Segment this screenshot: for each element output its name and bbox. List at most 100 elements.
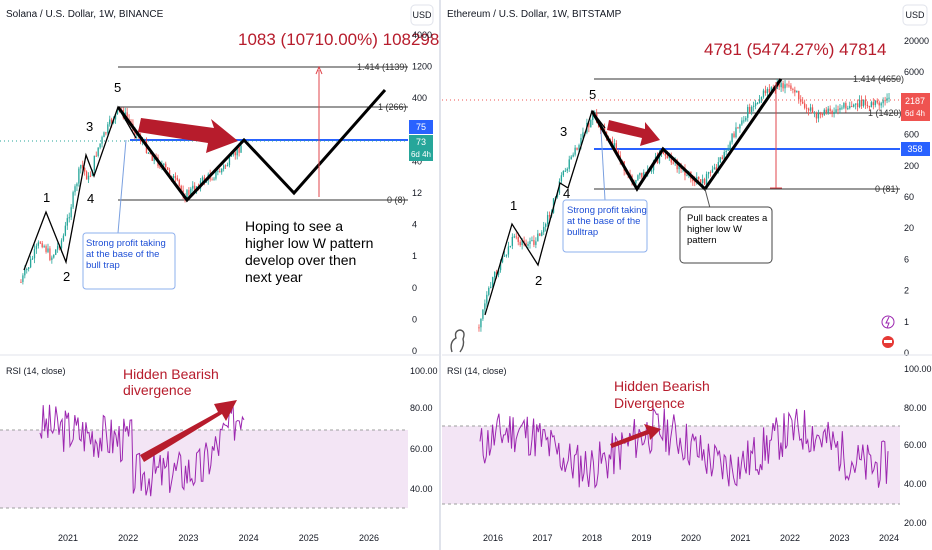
right-wave-1: 1 <box>510 198 517 213</box>
time-tick-label: 2021 <box>58 533 78 543</box>
left-level-tag-text: 75 <box>416 122 426 132</box>
candle <box>582 132 584 138</box>
candle <box>22 275 24 282</box>
candle <box>568 159 570 169</box>
candle <box>105 132 107 134</box>
candle <box>613 143 616 148</box>
candle <box>89 175 92 177</box>
candle <box>64 225 67 236</box>
lightning-icon[interactable] <box>881 315 895 329</box>
candle <box>762 90 765 98</box>
candle <box>847 108 849 110</box>
right-currency-button[interactable] <box>902 4 928 26</box>
right-currency[interactable]: USD <box>905 10 925 20</box>
left-wave-4: 4 <box>87 191 94 206</box>
candle <box>705 174 708 185</box>
candle <box>539 233 541 236</box>
price-tick-label: 20000 <box>904 36 929 46</box>
price-tick-label: 400 <box>412 93 427 103</box>
candle <box>862 99 865 107</box>
candle <box>60 240 63 249</box>
candle <box>535 241 537 245</box>
candle <box>211 179 213 181</box>
candle <box>76 183 78 187</box>
candle <box>672 162 674 164</box>
candle <box>678 164 680 170</box>
candle <box>580 137 582 146</box>
candle <box>837 109 839 111</box>
candle <box>588 122 590 128</box>
candle <box>709 172 712 174</box>
candle <box>511 236 514 246</box>
candle <box>764 90 767 94</box>
candle <box>527 243 529 246</box>
candle <box>813 112 816 114</box>
candle <box>643 172 645 178</box>
candle <box>782 83 784 89</box>
candle <box>603 127 606 132</box>
candle <box>486 294 488 304</box>
candle <box>805 107 808 109</box>
candle <box>525 242 527 246</box>
right-wave-3: 3 <box>560 124 567 139</box>
right-price-tag-value: 2187 <box>905 96 925 106</box>
candle <box>751 106 753 112</box>
candle <box>513 236 515 238</box>
candle <box>699 179 702 183</box>
candle <box>26 268 28 270</box>
candle <box>676 160 678 170</box>
candle <box>134 130 136 136</box>
candle <box>798 90 800 100</box>
time-tick-label: 2022 <box>780 533 800 543</box>
candle <box>635 180 637 184</box>
candle <box>578 145 580 150</box>
left-currency[interactable]: USD <box>412 10 432 20</box>
candle <box>228 156 231 166</box>
candle <box>827 108 829 113</box>
candle <box>159 166 161 168</box>
left-red-arrow <box>138 118 238 153</box>
candle <box>521 240 523 246</box>
price-tick-label: 6000 <box>904 67 924 77</box>
candle <box>786 84 788 86</box>
candle <box>711 169 714 173</box>
right-price-tag <box>901 93 930 121</box>
left-rsi-tick-40: 40.00 <box>410 484 433 494</box>
candle <box>811 107 814 114</box>
candle <box>55 249 57 255</box>
time-tick-label: 2016 <box>483 533 503 543</box>
candle <box>103 132 105 138</box>
candle <box>101 137 103 144</box>
candle <box>224 165 227 167</box>
candle <box>796 90 798 93</box>
candle <box>878 102 880 106</box>
candle <box>882 100 884 104</box>
candle <box>240 145 242 153</box>
candle <box>727 149 729 151</box>
candle <box>493 271 496 278</box>
time-tick-label: 2026 <box>359 533 379 543</box>
candle <box>639 172 641 176</box>
left-currency-button[interactable] <box>410 4 434 26</box>
candle <box>45 246 47 252</box>
candle <box>670 155 672 163</box>
candle <box>126 112 128 120</box>
candle <box>151 154 153 161</box>
price-tick-label: 1200 <box>412 62 432 72</box>
candle <box>488 287 490 295</box>
right-fib-0: 0 (81) <box>875 184 899 194</box>
candle <box>548 215 551 217</box>
candle <box>49 248 51 260</box>
candle <box>478 327 480 329</box>
candle <box>576 147 578 150</box>
candle <box>87 175 90 180</box>
candle <box>723 152 725 160</box>
candle <box>698 177 700 180</box>
candle <box>741 120 743 125</box>
candle <box>749 106 751 112</box>
candle <box>68 217 70 219</box>
candle <box>841 107 843 109</box>
time-tick-label: 2023 <box>178 533 198 543</box>
left-w-pattern <box>116 89 387 203</box>
candle <box>729 142 731 150</box>
